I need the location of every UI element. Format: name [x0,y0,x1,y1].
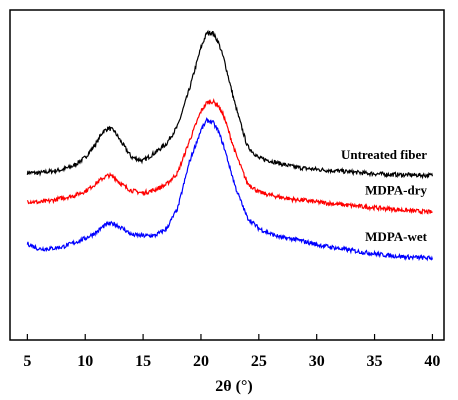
x-tick-label: 25 [251,353,267,370]
x-axis-title: 2θ (°) [215,378,252,395]
series-label-untreated-fiber: Untreated fiber [341,147,427,162]
x-axis-tick-labels: 5 10 15 20 25 30 35 40 [23,353,440,370]
x-tick-label: 30 [309,353,325,370]
x-tick-label: 5 [23,353,31,370]
x-tick-label: 20 [193,353,209,370]
x-axis-ticks [26,334,434,340]
series-label-mdpa-wet: MDPA-wet [365,229,428,244]
series-labels: Untreated fiber MDPA-dry MDPA-wet [341,147,428,244]
series-line-mdpa-wet [26,117,434,262]
series-line-untreated-fiber [26,29,434,180]
x-tick-label: 15 [135,353,151,370]
plot-frame [9,9,445,341]
series-line-mdpa-dry [26,98,433,215]
x-tick-label: 35 [367,353,383,370]
x-tick-label: 40 [424,353,440,370]
x-tick-label: 10 [77,353,93,370]
series-lines [26,29,434,262]
series-label-mdpa-dry: MDPA-dry [365,183,427,198]
